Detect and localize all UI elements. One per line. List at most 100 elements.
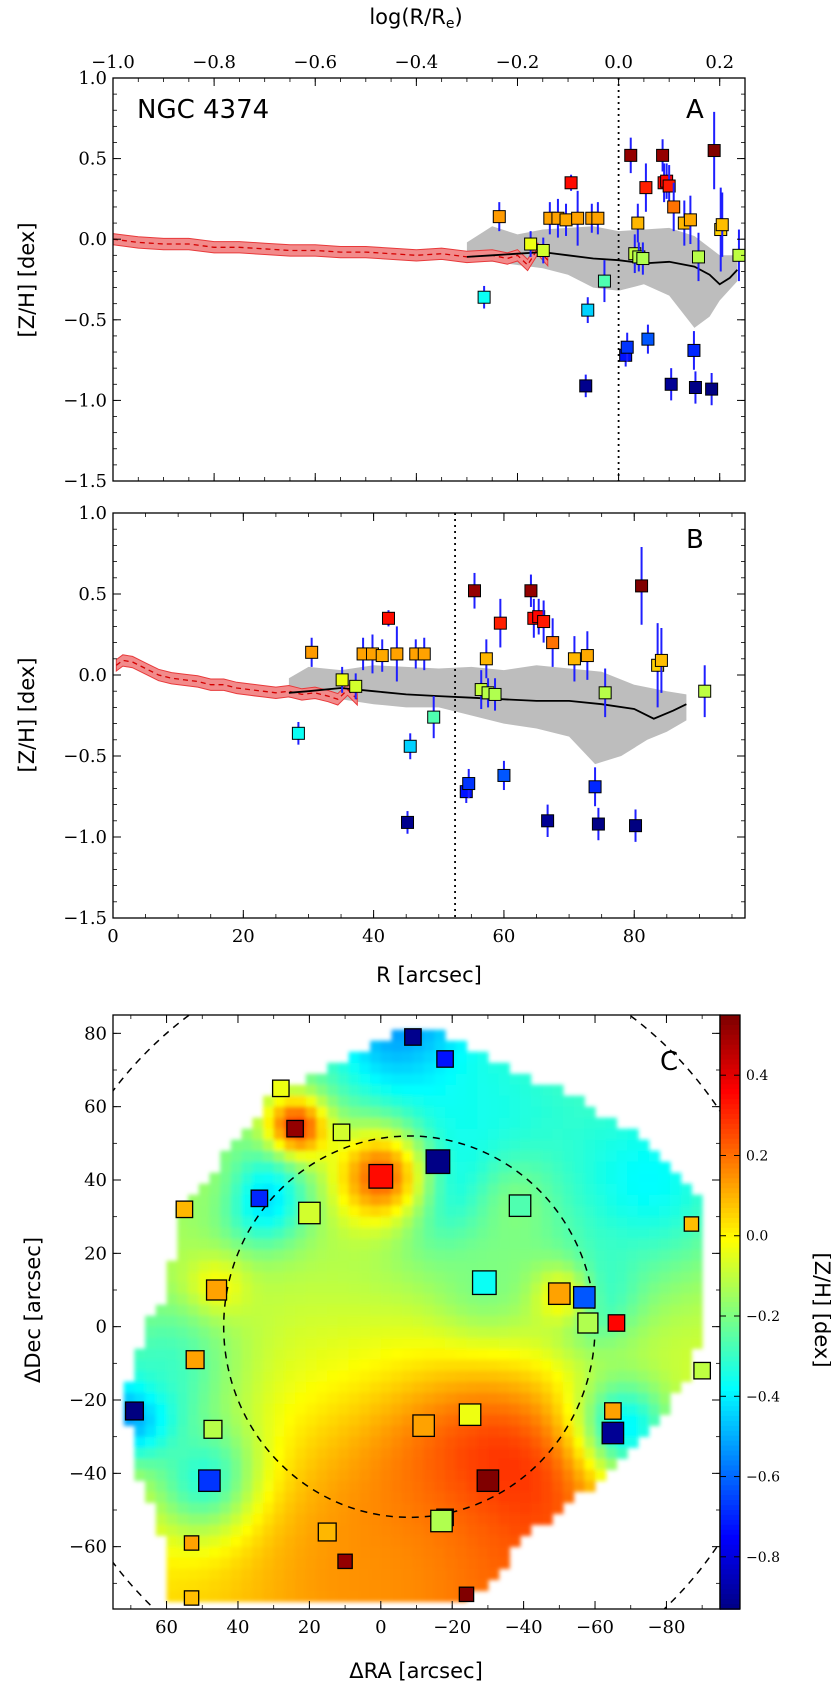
map-pixel: [552, 1084, 564, 1096]
map-pixel: [680, 1337, 692, 1349]
colorbar-segment: [720, 1049, 740, 1056]
data-point-39: [698, 665, 712, 718]
map-pixel: [595, 1315, 607, 1327]
map-pixel: [509, 1260, 521, 1272]
map-pixel: [380, 1282, 393, 1294]
map-pixel: [627, 1139, 639, 1151]
map-pixel: [509, 1304, 521, 1316]
map-pixel: [380, 1546, 393, 1558]
map-pixel: [380, 1469, 393, 1481]
map-pixel: [134, 1447, 146, 1459]
map-pixel: [670, 1183, 682, 1195]
map-pixel: [188, 1216, 200, 1228]
map-pixel: [487, 1370, 500, 1382]
map-pixel: [359, 1425, 371, 1437]
map-pixel: [616, 1139, 628, 1151]
map-pixel: [166, 1447, 178, 1459]
map-pixel: [509, 1502, 521, 1514]
map-pixel: [541, 1161, 553, 1173]
data-point-22: [493, 598, 507, 648]
map-pixel: [241, 1557, 253, 1569]
map-pixel: [391, 1117, 403, 1129]
map-pixel: [209, 1172, 221, 1184]
map-pixel: [445, 1172, 457, 1184]
map-pixel: [659, 1304, 671, 1316]
map-pixel: [455, 1095, 468, 1107]
map-pixel: [412, 1359, 425, 1371]
map-pixel: [530, 1403, 543, 1415]
map-pixel: [605, 1260, 617, 1272]
map-pixel: [595, 1458, 607, 1470]
map-pixel: [434, 1447, 446, 1459]
map-pixel: [552, 1425, 564, 1437]
point-marker: [620, 340, 634, 354]
map-pixel: [691, 1282, 703, 1294]
map-pixel: [337, 1249, 350, 1261]
map-pixel: [573, 1128, 585, 1140]
map-pixel: [145, 1381, 157, 1393]
point-marker: [462, 777, 476, 791]
map-pixel: [177, 1568, 189, 1580]
map-pixel: [412, 1546, 425, 1558]
map-pixel: [380, 1293, 393, 1305]
map-pixel: [434, 1436, 446, 1448]
map-pixel: [573, 1216, 585, 1228]
map-pixel: [455, 1304, 468, 1316]
map-pixel: [380, 1502, 393, 1514]
map-pixel: [691, 1227, 703, 1239]
map-pixel: [263, 1249, 275, 1261]
colorbar-segment: [720, 1321, 740, 1328]
map-pixel: [305, 1447, 318, 1459]
map-pixel: [188, 1227, 200, 1239]
map-pixel: [177, 1502, 189, 1514]
map-pixel: [691, 1260, 703, 1272]
colorbar-segment: [720, 1029, 740, 1036]
aperture-square-20: [693, 1361, 712, 1380]
map-pixel: [155, 1480, 168, 1492]
map-pixel: [252, 1590, 264, 1602]
data-point-32: [687, 331, 701, 370]
map-pixel: [530, 1238, 543, 1250]
point-marker: [581, 303, 595, 317]
aperture-square-22: [604, 1402, 622, 1420]
map-pixel: [530, 1491, 543, 1503]
map-pixel: [466, 1469, 478, 1481]
colorbar-segment: [720, 1495, 740, 1501]
map-pixel: [155, 1524, 168, 1536]
map-pixel: [455, 1051, 468, 1063]
map-pixel: [595, 1172, 607, 1184]
map-pixel: [498, 1095, 510, 1107]
colorbar-segment: [720, 1500, 740, 1506]
map-pixel: [466, 1579, 478, 1591]
map-pixel: [573, 1238, 585, 1250]
map-pixel: [327, 1447, 339, 1459]
map-pixel: [252, 1524, 264, 1536]
map-pixel: [391, 1392, 403, 1404]
map-pixel: [423, 1029, 435, 1041]
map-pixel: [455, 1557, 468, 1569]
map-pixel: [466, 1139, 478, 1151]
map-pixel: [337, 1194, 350, 1206]
map-pixel: [402, 1205, 414, 1217]
colorbar-segment: [720, 1440, 740, 1447]
map-pixel: [220, 1271, 232, 1283]
map-pixel: [412, 1238, 425, 1250]
aperture-square-7: [425, 1149, 451, 1175]
map-pixel: [241, 1172, 253, 1184]
map-pixel: [466, 1183, 478, 1195]
map-pixel: [166, 1458, 178, 1470]
map-pixel: [305, 1304, 318, 1316]
map-pixel: [616, 1381, 628, 1393]
map-pixel: [370, 1315, 382, 1327]
map-pixel: [370, 1491, 382, 1503]
map-pixel: [252, 1480, 264, 1492]
map-pixel: [198, 1579, 210, 1591]
map-pixel: [391, 1249, 403, 1261]
map-pixel: [359, 1469, 371, 1481]
map-pixel: [252, 1249, 264, 1261]
map-pixel: [337, 1469, 350, 1481]
map-pixel: [562, 1348, 575, 1360]
map-pixel: [295, 1304, 307, 1316]
map-pixel: [230, 1403, 243, 1415]
colorbar-segment: [720, 1470, 740, 1477]
